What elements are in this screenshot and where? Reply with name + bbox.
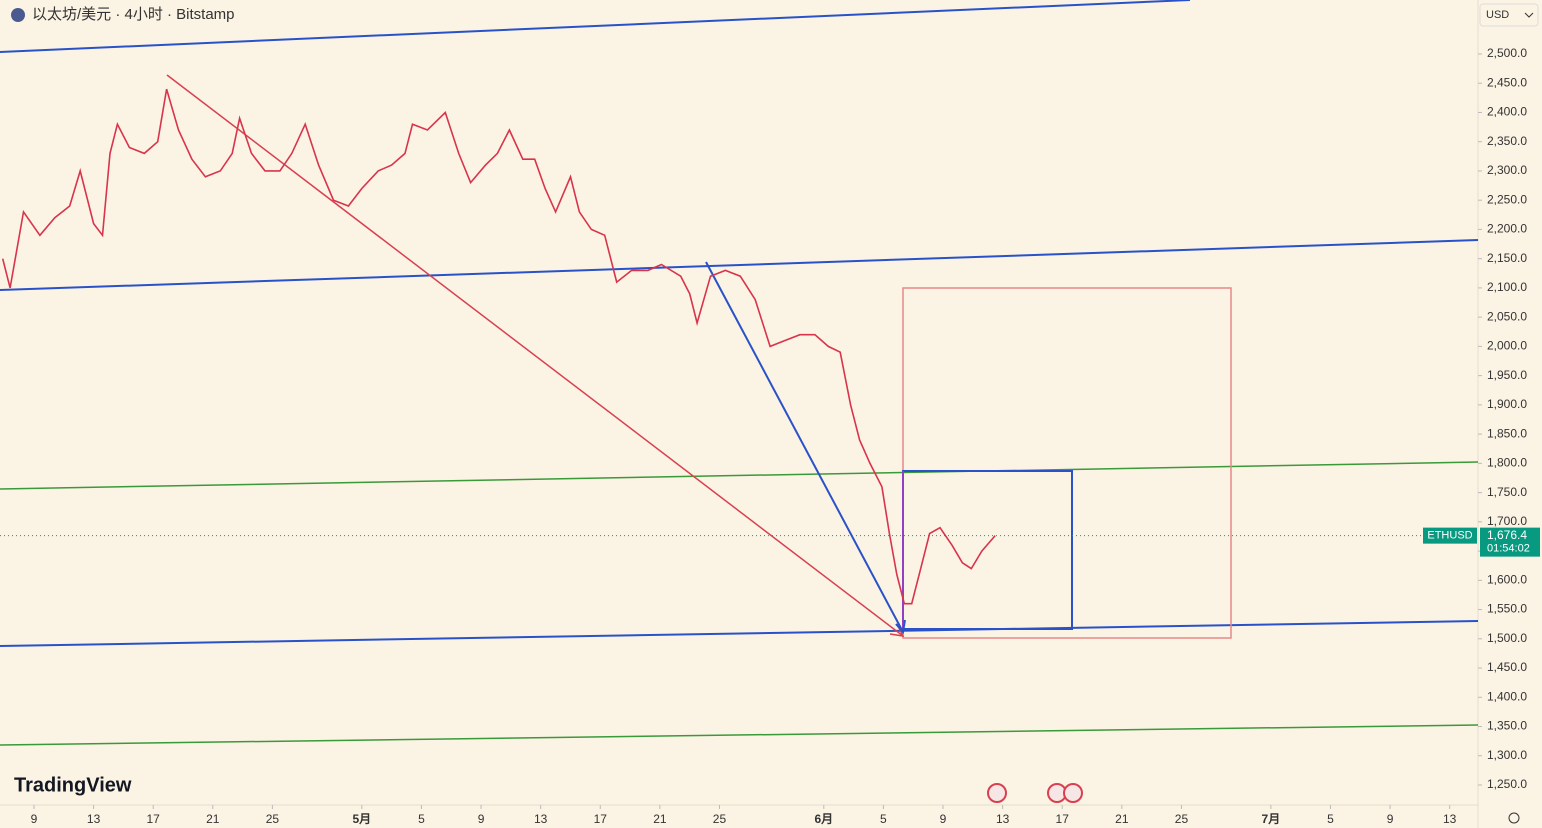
arrow xyxy=(166,74,904,637)
x-tick-label: 13 xyxy=(87,812,101,826)
x-tick-label: 5 xyxy=(880,812,887,826)
event-icon[interactable] xyxy=(987,783,1007,803)
x-tick-label: 13 xyxy=(534,812,548,826)
countdown: 01:54:02 xyxy=(1487,543,1530,555)
range-box xyxy=(902,287,1232,639)
y-tick-label: 2,450.0 xyxy=(1487,75,1527,89)
y-tick-label: 2,150.0 xyxy=(1487,251,1527,265)
y-tick-label: 1,900.0 xyxy=(1487,397,1527,411)
y-tick-label: 1,350.0 xyxy=(1487,719,1527,733)
price-line xyxy=(1,88,996,605)
x-tick-label: 17 xyxy=(1056,812,1070,826)
x-tick-label: 9 xyxy=(1387,812,1394,826)
symbol-tag xyxy=(1423,527,1477,544)
y-tick-label: 2,200.0 xyxy=(1487,222,1527,236)
y-tick-label: 1,800.0 xyxy=(1487,456,1527,470)
y-tick-label: 1,950.0 xyxy=(1487,368,1527,382)
y-tick-label: 1,550.0 xyxy=(1487,602,1527,616)
trend-line xyxy=(0,0,1191,53)
y-tick-label: 1,300.0 xyxy=(1487,748,1527,762)
x-tick-label: 9 xyxy=(31,812,38,826)
y-tick-label: 2,100.0 xyxy=(1487,280,1527,294)
y-tick-label: 1,450.0 xyxy=(1487,660,1527,674)
x-tick-label: 25 xyxy=(266,812,280,826)
drawings xyxy=(0,0,1479,746)
events xyxy=(987,783,1083,803)
chart-title: 以太坊/美元 · 4小时 · Bitstamp xyxy=(32,6,235,23)
y-tick-label: 1,500.0 xyxy=(1487,631,1527,645)
y-tick-label: 2,350.0 xyxy=(1487,134,1527,148)
x-tick-label: 17 xyxy=(147,812,161,826)
settings-icon[interactable] xyxy=(1508,812,1520,824)
last-price-label: 1,676.4 xyxy=(1487,528,1527,542)
x-tick-label: 13 xyxy=(1443,812,1457,826)
y-tick-label: 1,700.0 xyxy=(1487,514,1527,528)
x-tick-label: 9 xyxy=(478,812,485,826)
y-tick-label: 1,400.0 xyxy=(1487,689,1527,703)
arrow xyxy=(705,261,904,633)
x-tick-label: 5 xyxy=(418,812,425,826)
brand: TradingView xyxy=(14,774,132,796)
x-tick-label: 9 xyxy=(940,812,947,826)
x-tick-label: 17 xyxy=(594,812,608,826)
y-tick-label: 1,750.0 xyxy=(1487,485,1527,499)
price-tag xyxy=(1480,527,1540,557)
currency[interactable]: USD xyxy=(1486,9,1509,21)
y-tick-label: 2,500.0 xyxy=(1487,46,1527,60)
x-tick-label: 21 xyxy=(1115,812,1129,826)
trend-line xyxy=(0,724,1479,746)
arrow-head xyxy=(895,619,906,635)
y-tick-label: 1,850.0 xyxy=(1487,426,1527,440)
x-tick-label: 7月 xyxy=(1262,812,1281,826)
y-tick-label: 2,300.0 xyxy=(1487,163,1527,177)
symbol-label: ETHUSD xyxy=(1427,530,1472,542)
x-tick-label: 21 xyxy=(206,812,220,826)
x-tick-label: 25 xyxy=(713,812,727,826)
x-tick-label: 5月 xyxy=(352,812,371,826)
y-tick-label: 2,050.0 xyxy=(1487,309,1527,323)
y-tick-label: 2,000.0 xyxy=(1487,339,1527,353)
x-tick-label: 21 xyxy=(653,812,667,826)
symbol-icon xyxy=(11,8,25,22)
event-icon[interactable] xyxy=(1063,783,1083,803)
x-tick-label: 25 xyxy=(1175,812,1189,826)
x-tick-label: 13 xyxy=(996,812,1010,826)
y-tick-label: 2,250.0 xyxy=(1487,192,1527,206)
y-tick-label: 2,400.0 xyxy=(1487,105,1527,119)
currency-button[interactable] xyxy=(1479,3,1539,27)
y-tick-label: 1,250.0 xyxy=(1487,777,1527,791)
x-tick-label: 6月 xyxy=(814,812,833,826)
trend-line xyxy=(0,239,1479,291)
y-tick-label: 1,600.0 xyxy=(1487,572,1527,586)
dropdown-icon xyxy=(1524,12,1534,18)
x-tick-label: 5 xyxy=(1327,812,1334,826)
